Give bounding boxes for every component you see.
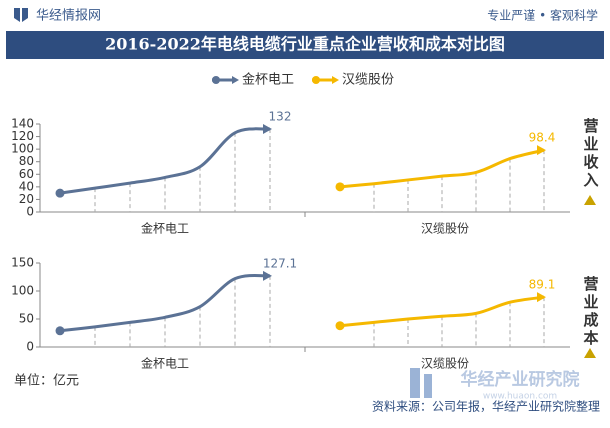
start-dot [55,188,65,198]
legend-label: 金杯电工 [242,72,294,88]
title-bar [6,31,604,59]
y-tick-label: 0 [26,340,34,354]
source: 资料来源：公司年报，华经产业研究院整理 [372,399,600,414]
y-tick-label: 20 [19,192,34,206]
y-tick-label: 60 [19,167,34,181]
x-tick-label: 金杯电工 [141,221,189,236]
value-label: 89.1 [529,278,556,292]
y-tick-label: 80 [19,154,34,168]
start-dot [335,182,345,192]
series-line [339,148,545,189]
title-triangle [584,348,596,358]
series-line [59,274,271,333]
y-tick-label: 150 [11,256,34,270]
start-dot [55,326,65,336]
y-tick-label: 0 [26,205,34,219]
legend: 金杯电工 汉缆股份 [212,72,394,88]
x-tick-label: 汉缆股份 [421,222,469,236]
series-line [339,295,545,328]
title-triangle [584,195,596,205]
legend-arrow [232,76,239,84]
y-tick-label: 140 [11,117,34,131]
value-label: 132 [269,110,292,124]
legend-arrow [332,76,339,84]
brand-icon [410,368,432,398]
y-tick-label: 50 [19,312,34,326]
legend-dot [212,76,220,84]
value-label: 98.4 [529,131,556,145]
legend-dot [312,76,320,84]
chart-title: 营业成本 [582,276,600,348]
y-tick-label: 40 [19,179,34,193]
start-dot [335,321,345,331]
y-tick-label: 120 [11,129,34,143]
title: 2016-2022年电线电缆行业重点企业营收和成本对比图 [105,35,505,54]
end-arrow [263,270,272,281]
x-tick-label: 金杯电工 [141,356,189,371]
logo: 华经情报网 [36,9,101,24]
series-line [59,127,271,195]
legend-label: 汉缆股份 [342,72,394,88]
end-arrow [537,292,546,303]
y-tick-label: 100 [11,142,34,156]
chart-title: 营业收入 [582,118,600,190]
brand-url: www.huaon.com [483,392,557,402]
end-arrow [263,124,272,135]
brand: 华经产业研究院 [461,369,580,390]
unit: 单位：亿元 [14,374,79,389]
x-tick-label: 汉缆股份 [421,357,469,371]
y-tick-label: 100 [11,284,34,298]
end-arrow [537,145,546,156]
slogan: 专业严谨 • 客观科学 [487,8,598,23]
value-label: 127.1 [263,256,297,270]
logo-icon [14,8,28,22]
